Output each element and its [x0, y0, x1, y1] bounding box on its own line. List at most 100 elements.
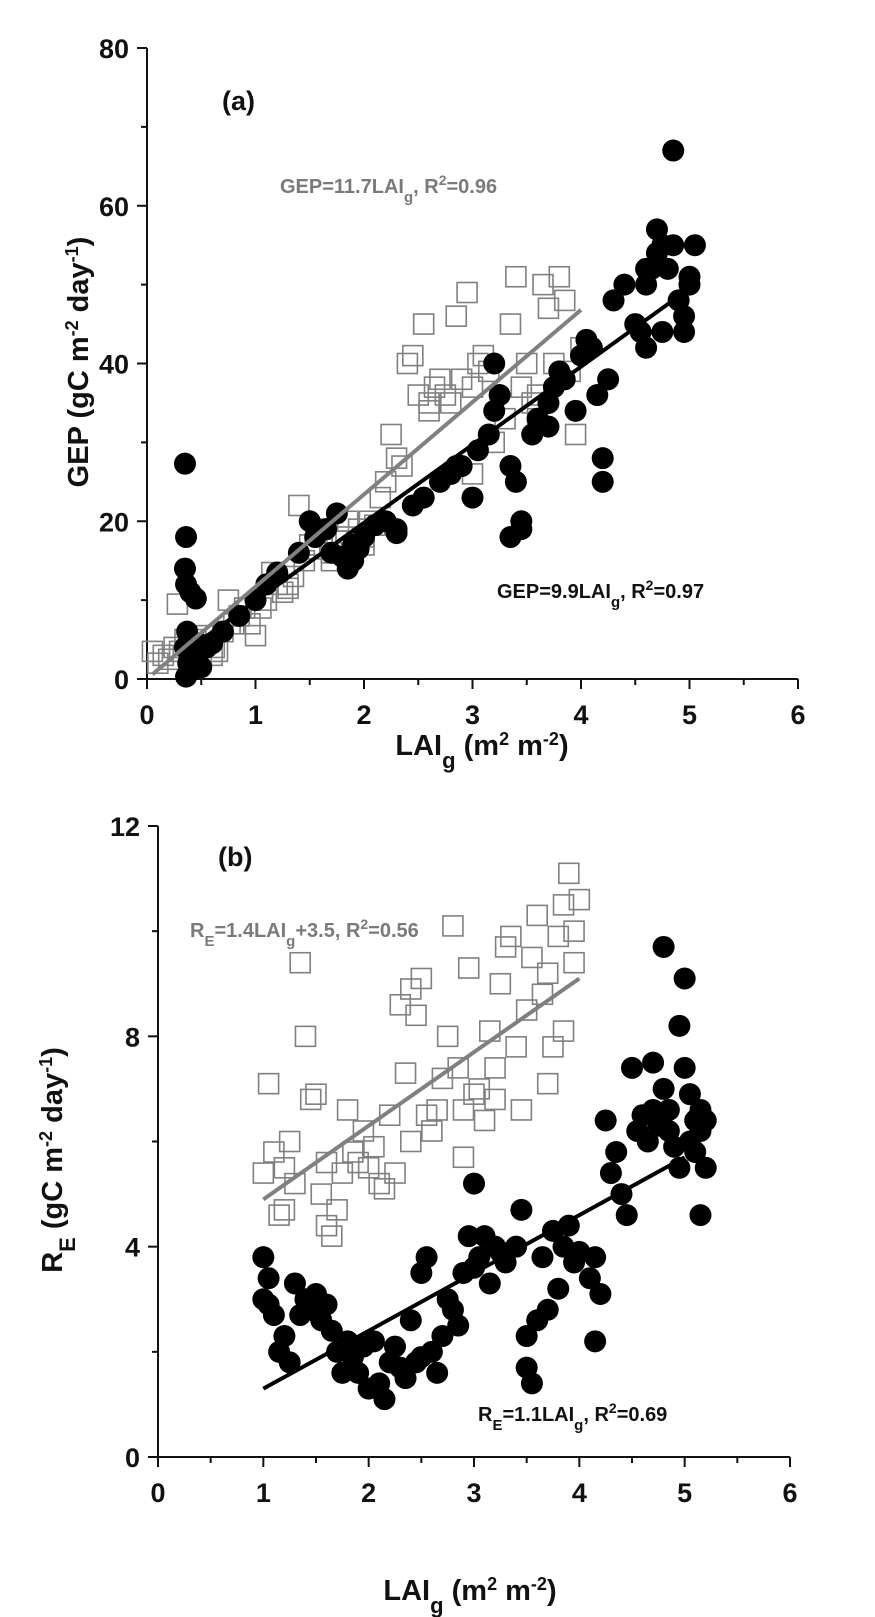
panel-b-black-circle-point — [657, 1098, 680, 1121]
panel-b-gray-square-point — [505, 1036, 527, 1058]
panel-b-x-tick-label: 4 — [572, 1478, 587, 1508]
panel-a-black-circle-point — [591, 447, 614, 470]
panel-b-gray-square-point — [305, 1083, 327, 1105]
panel-a-gray-square-point — [445, 305, 468, 327]
panel-b-black-circle-point — [652, 935, 675, 958]
panel-a-black-circle-point — [175, 526, 198, 549]
panel-b-gray-square-point — [526, 904, 549, 927]
panel-b-x-tick-label: 1 — [256, 1478, 271, 1508]
panel-b-gray-square-point — [326, 1199, 348, 1221]
panel-a-gray-square-point — [553, 289, 576, 312]
panel-b-black-circle-point — [463, 1172, 485, 1195]
panel-b-black-circle-point — [347, 1361, 370, 1384]
panel-b-gray-square-point — [257, 1072, 280, 1095]
panel-b-gray-square-point — [336, 1099, 359, 1121]
panel-b-label: (b) — [218, 842, 252, 872]
panel-a-black-fit-line — [187, 283, 697, 651]
panel-b-gray-square-point — [557, 862, 580, 885]
panel-a-gray-square-point — [380, 423, 402, 446]
panel-a-gray-square-point — [450, 368, 473, 391]
panel-a-gray-square-point — [564, 423, 587, 446]
panel-b-black-circle-point — [678, 1083, 701, 1106]
panel-b-y-axis-title: RE (gC m-2 day-1) — [36, 1047, 80, 1273]
panel-a-black-circle-point — [602, 289, 625, 312]
panel-a-gray-square-point — [374, 471, 397, 493]
panel-b-black-circle-point — [278, 1351, 301, 1374]
panel-a-black-circle-point — [673, 305, 696, 328]
panel-a-x-tick-label: 3 — [465, 700, 480, 730]
panel-a-black-circle-point — [179, 660, 202, 683]
panel-b-gray-square-point — [310, 1183, 333, 1205]
panel-a-black-circle-point — [537, 415, 560, 438]
panel-a-black-circle-point — [266, 561, 289, 584]
panel-b-black-circle-point — [426, 1361, 449, 1384]
panel-a-gray-square-point — [369, 486, 392, 509]
panel-b-gray-square-point — [421, 1120, 443, 1142]
panel-b-gray-square-point — [268, 1204, 290, 1226]
panel-a-black-circle-point — [184, 587, 207, 610]
panel-b-black-circle-point — [578, 1267, 601, 1290]
panel-b-gray-square-point — [252, 1162, 275, 1184]
panel-b-gray-square-point — [547, 925, 570, 948]
panel-b-black-circle-point — [362, 1330, 385, 1353]
panel-a-y-tick-label: 80 — [99, 34, 129, 64]
panel-a-gray-square-point — [461, 376, 484, 398]
panel-a-gray-square-point — [499, 313, 522, 335]
panel-b-black-circle-point — [273, 1325, 296, 1348]
panel-a-black-circle-point — [412, 486, 435, 509]
panel-a-black-circle-point — [683, 234, 706, 257]
panel-a-gray-square-point — [141, 640, 164, 663]
panel-a-y-tick-label: 40 — [99, 350, 129, 380]
panel-b-gray-square-point — [552, 1020, 575, 1042]
panel-a-black-circle-point — [586, 384, 609, 407]
panel-b-black-circle-point — [468, 1246, 491, 1269]
panel-b-black-circle-point — [331, 1361, 354, 1384]
panel-b-black-circle-point — [531, 1246, 554, 1269]
panel-a-gray-square-point — [412, 313, 435, 335]
panel-a-black-circle-point — [342, 533, 365, 556]
panel-a-label: (a) — [222, 86, 255, 116]
panel-a-black-circle-point — [651, 320, 674, 343]
panel-a-black-circle-point — [385, 518, 408, 541]
panel-b-gray-square-point — [521, 946, 543, 969]
panel-b-gray-square-point — [320, 1225, 343, 1247]
panel-a-y-tick-label: 0 — [114, 665, 129, 695]
panel-b-x-tick-label: 0 — [150, 1478, 165, 1508]
panel-b-gray-square-point — [299, 1088, 322, 1111]
panel-a-x-tick-label: 4 — [573, 700, 588, 730]
panel-a-gray-square-point — [429, 368, 451, 391]
panel-b-black-circle-point — [399, 1309, 422, 1332]
panel-b-black-circle-point — [415, 1246, 438, 1269]
panel-b-black-circle-point — [510, 1198, 533, 1221]
panel-b-black-circle-point — [447, 1314, 470, 1337]
panel-b-black-circle-point — [584, 1246, 607, 1269]
panel-b-black-circle-point — [694, 1156, 717, 1179]
panel-b-gray-square-point — [294, 1025, 317, 1048]
panel-b-gray-square-point — [563, 920, 585, 942]
panel-b-black-circle-point — [584, 1330, 607, 1353]
panel-a-gray-square-point — [537, 297, 560, 320]
panel-b-gray-square-point — [378, 1104, 401, 1127]
panel-b-x-tick-label: 3 — [466, 1478, 481, 1508]
panel-b-black-circle-point — [252, 1246, 275, 1269]
panel-a-black-circle-point — [635, 257, 658, 280]
panel-a-black-circle-point — [488, 384, 511, 407]
panel-b-black-circle-point — [431, 1325, 454, 1348]
panel-b-gray-square-point — [394, 1062, 417, 1084]
panel-b-black-circle-point — [257, 1267, 280, 1290]
panel-a-x-tick-label: 6 — [790, 700, 805, 730]
panel-a-gray-square-point — [456, 281, 478, 304]
panel-b-gray-square-point — [452, 1146, 475, 1169]
panel-b-black-circle-point — [605, 1141, 628, 1164]
panel-b-gray-square-point — [552, 894, 575, 916]
panel-b-gray-series — [252, 862, 591, 1247]
panel-b-black-fit-line — [262, 1155, 686, 1391]
panel-b-gray-square-point — [410, 967, 433, 990]
panel-b-gray-square-point — [536, 1072, 559, 1095]
panel-b-black-circle-point — [536, 1298, 559, 1321]
panel-b-gray-square-point — [536, 962, 559, 985]
panel-b-fit-lines — [262, 976, 686, 1391]
